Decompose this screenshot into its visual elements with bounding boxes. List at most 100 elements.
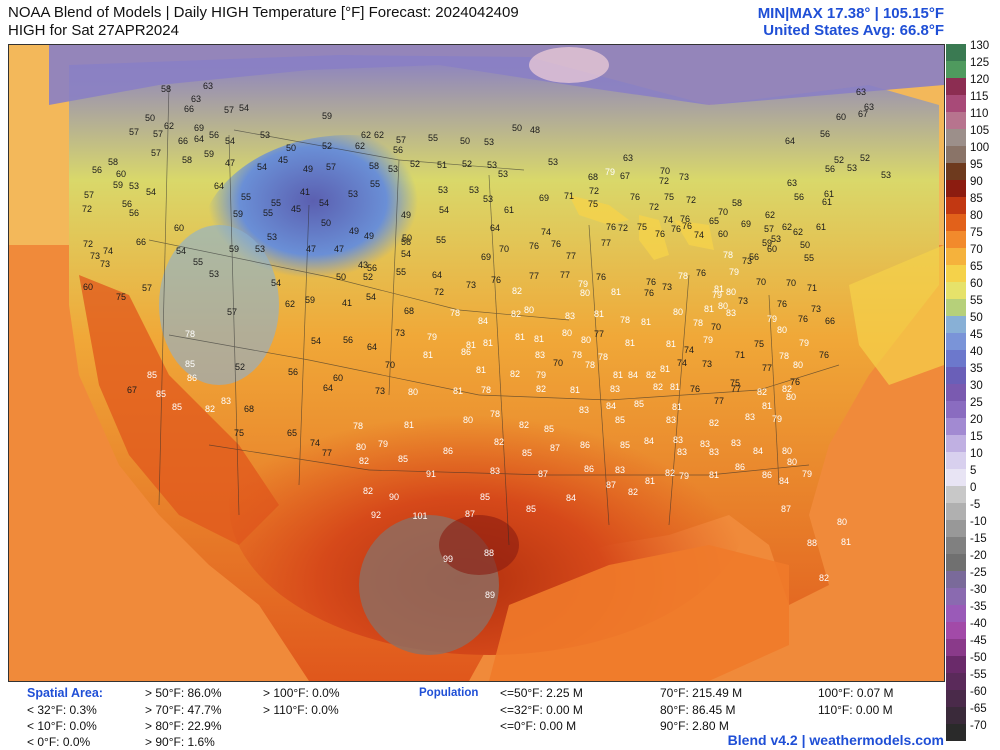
temperature-label: 53 xyxy=(254,244,266,254)
credit-text: Blend v4.2 | weathermodels.com xyxy=(727,732,944,748)
scale-color-swatch xyxy=(946,656,966,673)
temperature-label: 76 xyxy=(595,272,607,282)
scale-tick-label: -55 xyxy=(970,669,987,681)
temperature-label: 53 xyxy=(347,189,359,199)
scale-color-swatch xyxy=(946,95,966,112)
scale-tick-label: -30 xyxy=(970,584,987,596)
temperature-label: 75 xyxy=(587,199,599,209)
temperature-label: 76 xyxy=(689,384,701,394)
temperature-label: 70 xyxy=(384,360,396,370)
temperature-label: 80 xyxy=(523,305,535,315)
temperature-label: 70 xyxy=(498,244,510,254)
temperature-label: 78 xyxy=(571,350,583,360)
temperature-label: 79 xyxy=(535,370,547,380)
scale-color-swatch xyxy=(946,265,966,282)
temperature-label: 70 xyxy=(717,207,729,217)
temperature-label: 76 xyxy=(818,350,830,360)
map-subtitle: HIGH for Sat 27APR2024 xyxy=(8,22,179,39)
temperature-label: 64 xyxy=(193,134,205,144)
temperature-label: 63 xyxy=(786,178,798,188)
temperature-label: 78 xyxy=(184,329,196,339)
temperature-label: 79 xyxy=(702,335,714,345)
temperature-label: 86 xyxy=(442,446,454,456)
temperature-label: 50 xyxy=(401,233,413,243)
temperature-label: 78 xyxy=(692,318,704,328)
stat-gt100: > 100°F: 0.0% xyxy=(263,686,340,700)
scale-color-swatch xyxy=(946,129,966,146)
temperature-label: 81 xyxy=(671,402,683,412)
temperature-label: 75 xyxy=(663,192,675,202)
temperature-label: 81 xyxy=(761,401,773,411)
scale-tick-label: 130 xyxy=(970,40,990,52)
temperature-label: 53 xyxy=(387,164,399,174)
temperature-label: 50 xyxy=(320,218,332,228)
temperature-label: 81 xyxy=(482,338,494,348)
scale-color-swatch xyxy=(946,197,966,214)
temperature-label: 67 xyxy=(857,109,869,119)
temperature-label: 82 xyxy=(362,486,374,496)
temperature-label: 52 xyxy=(362,272,374,282)
temperature-label: 59 xyxy=(228,244,240,254)
temperature-label: 55 xyxy=(262,208,274,218)
temperature-label: 47 xyxy=(305,244,317,254)
temperature-label: 77 xyxy=(713,396,725,406)
temperature-label: 86 xyxy=(734,462,746,472)
temperature-label: 77 xyxy=(593,329,605,339)
temperature-label: 72 xyxy=(588,186,600,196)
scale-tick-label: 20 xyxy=(970,414,983,426)
temperature-label: 76 xyxy=(629,192,641,202)
temperature-label: 69 xyxy=(480,252,492,262)
temperature-label: 72 xyxy=(433,287,445,297)
temperature-label: 84 xyxy=(565,493,577,503)
scale-tick-label: 65 xyxy=(970,261,983,273)
temperature-label: 81 xyxy=(593,309,605,319)
temperature-label: 56 xyxy=(121,199,133,209)
temperature-label: 74 xyxy=(676,358,688,368)
temperature-label: 56 xyxy=(128,208,140,218)
scale-color-swatch xyxy=(946,78,966,95)
temperature-label: 53 xyxy=(437,185,449,195)
temperature-label: 77 xyxy=(321,448,333,458)
temperature-label: 64 xyxy=(431,270,443,280)
temperature-label: 61 xyxy=(815,222,827,232)
scale-color-swatch xyxy=(946,520,966,537)
temperature-label: 78 xyxy=(449,308,461,318)
temperature-label: 50 xyxy=(459,136,471,146)
temperature-label: 72 xyxy=(81,204,93,214)
temperature-label: 81 xyxy=(624,338,636,348)
scale-tick-label: 95 xyxy=(970,159,983,171)
temperature-label: 64 xyxy=(366,342,378,352)
temperature-label: 53 xyxy=(547,157,559,167)
temperature-label: 79 xyxy=(766,314,778,324)
temperature-label: 59 xyxy=(203,149,215,159)
temperature-label: 85 xyxy=(633,399,645,409)
temperature-label: 57 xyxy=(763,224,775,234)
scale-tick-label: 45 xyxy=(970,329,983,341)
scale-tick-label: -15 xyxy=(970,533,987,545)
temperature-label: 54 xyxy=(145,187,157,197)
temperature-label: 54 xyxy=(310,336,322,346)
temperature-label: 76 xyxy=(528,241,540,251)
stat-gt90: > 90°F: 1.6% xyxy=(145,735,215,749)
temperature-label: 84 xyxy=(605,401,617,411)
scale-color-swatch xyxy=(946,452,966,469)
temperature-label: 81 xyxy=(403,420,415,430)
temperature-label: 54 xyxy=(256,162,268,172)
temperature-label: 90 xyxy=(388,492,400,502)
scale-color-swatch xyxy=(946,231,966,248)
temperature-label: 78 xyxy=(619,315,631,325)
temperature-label: 77 xyxy=(730,384,742,394)
temperature-label: 61 xyxy=(503,205,515,215)
scale-tick-label: 125 xyxy=(970,57,990,69)
temperature-label: 62 xyxy=(163,121,175,131)
temperature-label: 82 xyxy=(664,468,676,478)
temperature-label: 81 xyxy=(708,470,720,480)
temperature-label: 66 xyxy=(135,237,147,247)
temperature-label: 53 xyxy=(497,169,509,179)
scale-tick-label: 110 xyxy=(970,108,989,120)
temperature-label: 79 xyxy=(801,469,813,479)
temperature-label: 76 xyxy=(695,268,707,278)
temperature-label: 56 xyxy=(392,145,404,155)
temperature-label: 85 xyxy=(543,424,555,434)
scale-tick-label: 40 xyxy=(970,346,983,358)
